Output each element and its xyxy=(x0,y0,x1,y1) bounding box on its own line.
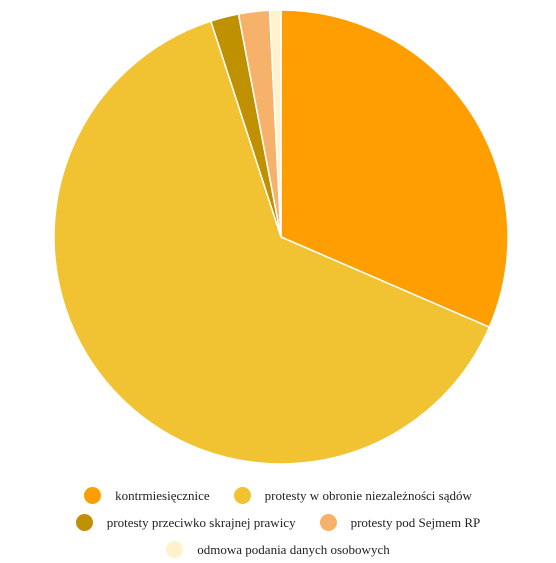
legend-item-odmowa-danych[interactable]: odmowa podania danych osobowych xyxy=(166,541,390,558)
legend: kontrmiesięcznice protesty w obronie nie… xyxy=(0,482,556,563)
pie-slice-protesty-w-obronie-niezaleznosci-sadow[interactable] xyxy=(53,20,491,465)
legend-label-protesty-sejm: protesty pod Sejmem RP xyxy=(350,514,481,530)
pie-plot-area xyxy=(53,9,509,465)
pie-slice-kontrmiesiecznice[interactable] xyxy=(280,9,509,329)
legend-swatch-kontrmiesiecznice xyxy=(84,487,102,504)
legend-item-kontrmiesiecznice[interactable]: kontrmiesięcznice xyxy=(84,487,210,504)
legend-row-3: odmowa podania danych osobowych xyxy=(0,536,556,563)
pie-slices xyxy=(53,9,509,465)
legend-row-1: kontrmiesięcznice protesty w obronie nie… xyxy=(0,482,556,509)
legend-swatch-protesty-sejm xyxy=(319,514,337,531)
legend-item-protesty-sejm[interactable]: protesty pod Sejmem RP xyxy=(319,514,481,531)
legend-swatch-protesty-sady xyxy=(233,487,251,504)
legend-label-protesty-prawica: protesty przeciwko skrajnej prawicy xyxy=(106,514,296,530)
legend-label-protesty-sady: protesty w obronie niezależności sądów xyxy=(264,487,472,503)
legend-row-2: protesty przeciwko skrajnej prawicy prot… xyxy=(0,509,556,536)
legend-label-kontrmiesiecznice: kontrmiesięcznice xyxy=(115,487,210,503)
legend-swatch-protesty-prawica xyxy=(75,514,93,531)
pie-slice-odmowa-podania-danych-osobowych[interactable] xyxy=(268,9,282,238)
legend-item-protesty-prawica[interactable]: protesty przeciwko skrajnej prawicy xyxy=(75,514,296,531)
legend-item-protesty-sady[interactable]: protesty w obronie niezależności sądów xyxy=(233,487,472,504)
legend-label-odmowa-danych: odmowa podania danych osobowych xyxy=(197,541,390,557)
legend-swatch-odmowa-danych xyxy=(166,541,184,558)
